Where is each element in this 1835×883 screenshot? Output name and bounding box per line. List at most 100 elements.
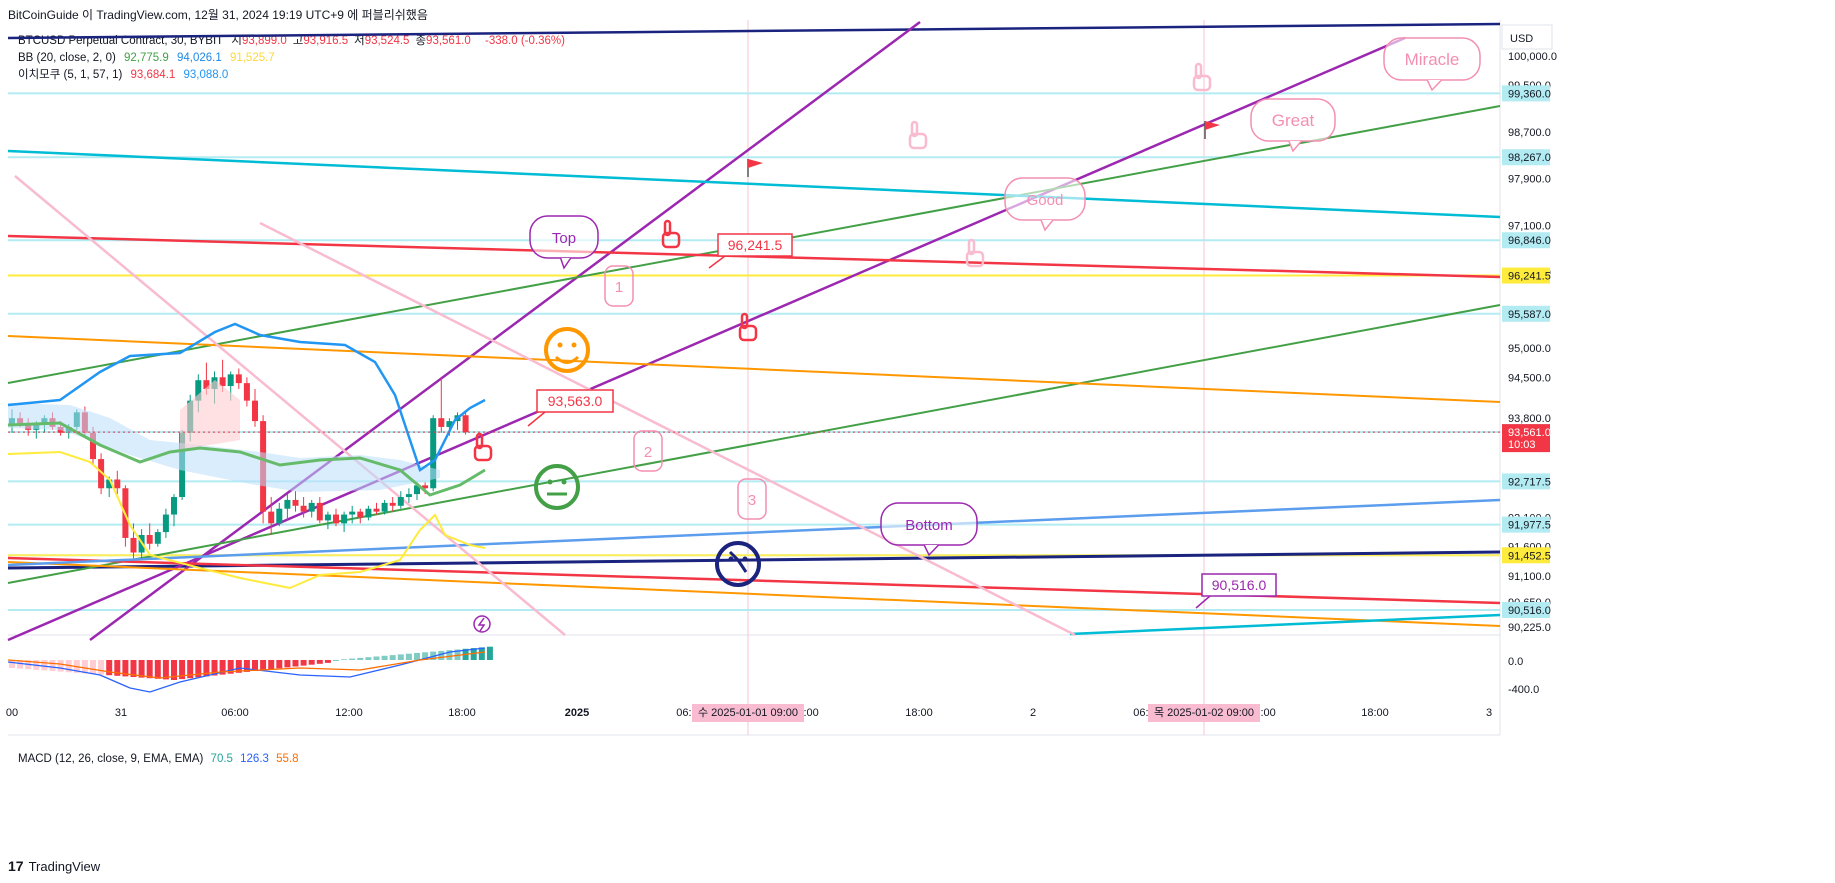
level-label-bg: [1502, 547, 1550, 564]
level-label: 96,241.5: [1508, 271, 1551, 283]
candle-body: [146, 534, 153, 544]
level-label: 92,717.5: [1508, 476, 1551, 488]
last-price-bg: [1502, 424, 1550, 453]
time-axis-tick: 18:00: [448, 707, 476, 719]
pointer-hand-icon-finger: [910, 120, 919, 138]
macd-signal-value: 55.8: [276, 753, 299, 765]
macd-hist-value: 70.5: [210, 753, 233, 765]
macd-bar: [195, 660, 202, 678]
macd-bar: [365, 657, 372, 660]
level-label-bg: [1502, 85, 1550, 102]
price-axis-tick: 98,700.0: [1508, 127, 1551, 139]
happy-face-icon-mouth: [554, 355, 580, 364]
ichimoku-name[interactable]: 이치모쿠 (5, 1, 57, 1): [18, 69, 123, 81]
level-label-bg: [1502, 602, 1550, 619]
macd-bar: [373, 656, 380, 660]
flag-icon: [1204, 121, 1220, 139]
candle-body: [349, 511, 356, 515]
macd-bar: [300, 660, 307, 666]
macd-bar: [268, 660, 275, 670]
macd-bar: [17, 660, 24, 669]
publish-caption: BitCoinGuide 이 TradingView.com, 12월 31, …: [8, 8, 428, 22]
level-label: 99,360.0: [1508, 88, 1551, 100]
flag-icon-cloth: [748, 159, 763, 168]
happy-face-icon-outline: [544, 327, 590, 373]
footer-brand[interactable]: 17 TradingView: [8, 858, 100, 874]
macd-bar: [98, 660, 105, 675]
macd-bar: [470, 648, 477, 660]
macd-bar: [389, 655, 396, 660]
candle-body: [90, 432, 96, 460]
dizzy-face-icon-outline: [715, 541, 761, 587]
last-price-label: 93,561.0: [1508, 427, 1551, 439]
macd-bar: [478, 647, 485, 660]
bb-name[interactable]: BB (20, close, 2, 0): [18, 52, 116, 64]
candle-body: [227, 374, 234, 387]
candle-body: [276, 508, 283, 524]
ichimoku-legend-row: 이치모쿠 (5, 1, 57, 1) 93,684.1 93,088.0: [18, 67, 570, 84]
candle-body: [114, 479, 121, 489]
bottom-callout: Bottom: [880, 502, 978, 557]
wave-box: [604, 265, 634, 307]
pointer-hand-icon: [738, 312, 758, 342]
candle-body: [219, 377, 226, 387]
macd-bar: [341, 659, 348, 660]
level-label: 96,846.0: [1508, 235, 1551, 247]
macd-name[interactable]: MACD (12, 26, close, 9, EMA, EMA): [18, 753, 204, 765]
macd-bar: [243, 660, 250, 672]
top-callout-label: Top: [552, 230, 576, 247]
level-label-bg: [1502, 267, 1550, 284]
macd-bar: [90, 660, 96, 674]
dizzy-face-icon-eye: [728, 556, 734, 562]
price-callout-96241-box: [717, 233, 793, 257]
macd-bar: [41, 660, 48, 671]
macd-bar: [235, 660, 242, 673]
lightning-bolt: [477, 617, 486, 632]
pointer-hand-icon-finger: [967, 238, 976, 256]
pointer-hand-icon-finger: [663, 219, 672, 237]
price-axis-tick: 100,000.0: [1508, 51, 1557, 63]
candle-body: [397, 497, 404, 506]
macd-bar: [162, 660, 169, 680]
ohlc-value: 93,524.5: [364, 35, 410, 47]
time-axis-tick: 00: [6, 707, 18, 719]
candle-body: [292, 499, 299, 506]
wave-box: [633, 430, 663, 472]
purple-channel-upper: [89, 20, 921, 642]
bb-basis-value: 92,775.9: [124, 52, 169, 64]
happy-face-icon-eye: [571, 342, 577, 348]
macd-bar: [154, 660, 161, 679]
candle-body: [235, 374, 242, 384]
happy-face-icon: [544, 327, 590, 373]
miracle-callout-tail: [1426, 79, 1443, 92]
flag-icon: [747, 159, 763, 177]
currency-box: [1501, 24, 1553, 50]
price-callout-pointer: [527, 411, 546, 427]
pointer-hand-icon-finger: [1194, 62, 1203, 80]
pointer-hand-icon: [965, 238, 985, 268]
ohlc-label: 시: [231, 35, 242, 47]
level-label: 95,587.0: [1508, 309, 1551, 321]
macd-bar: [405, 653, 412, 660]
time-axis-tick: 18:00: [1361, 707, 1389, 719]
price-axis-tick: 90,225.0: [1508, 622, 1551, 634]
level-label: 91,452.5: [1508, 550, 1551, 562]
neutral-face-icon: [534, 464, 580, 510]
pink-trendline-2: [259, 221, 1076, 637]
level-label-bg: [1502, 232, 1550, 249]
good-callout-label: Good: [1027, 192, 1064, 209]
macd-bar: [292, 660, 299, 667]
time-highlight-label: 목 2025-01-02 09:00: [1154, 706, 1254, 719]
purple-channel-lower: [7, 36, 1406, 642]
macd-bar: [49, 660, 56, 671]
candle-body: [284, 499, 291, 509]
candle-body: [446, 421, 453, 427]
candle-body: [341, 514, 348, 524]
macd-bar: [438, 650, 445, 660]
wave-label: 1: [615, 279, 623, 296]
candle-body: [171, 497, 177, 515]
macd-signal-line: [7, 651, 486, 679]
macd-bar: [333, 660, 339, 661]
macd-bar: [81, 660, 88, 674]
